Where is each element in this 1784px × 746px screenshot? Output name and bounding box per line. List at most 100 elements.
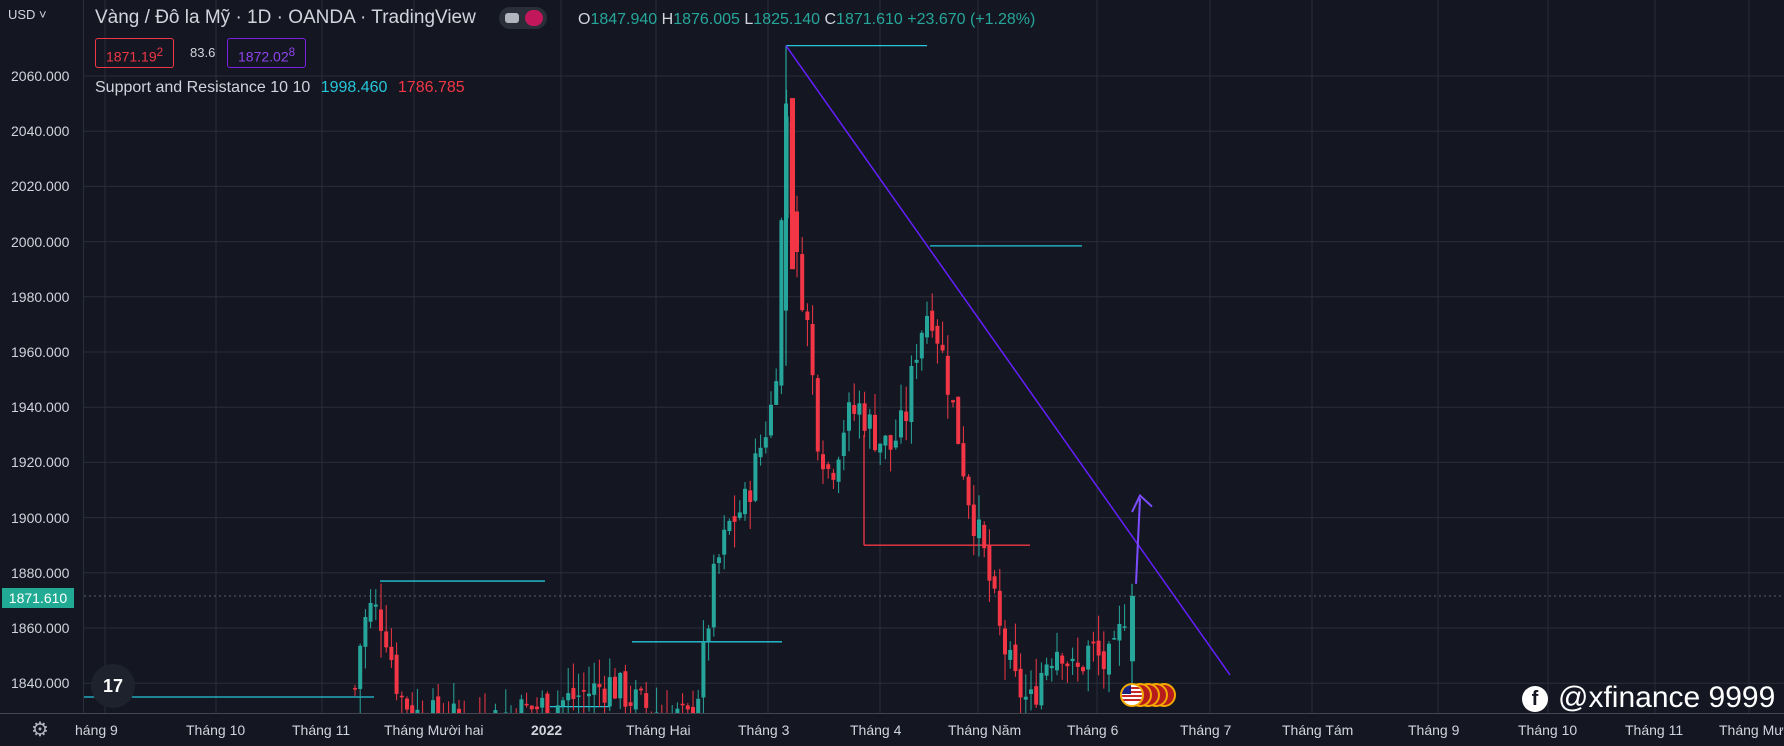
candle-body: [847, 402, 851, 431]
open-value: 1847.940: [590, 11, 657, 28]
time-axis-label: Tháng 4: [850, 722, 901, 738]
candle-body: [733, 516, 737, 522]
candle-body: [545, 694, 549, 713]
candle-body: [925, 316, 929, 337]
candle-body: [644, 693, 648, 708]
indicator-legend[interactable]: Support and Resistance 10 10 1998.460 17…: [95, 79, 465, 97]
candle-body: [738, 512, 742, 517]
tradingview-logo[interactable]: 17: [91, 664, 135, 708]
chart-area[interactable]: [84, 0, 1784, 713]
time-axis-label: Tháng 11: [1625, 722, 1683, 738]
settings-gear-icon[interactable]: ⚙: [28, 718, 52, 742]
low-key: L: [744, 11, 753, 28]
candle-body: [389, 647, 393, 660]
candle-body: [883, 436, 887, 446]
sell-button[interactable]: 1871.192: [95, 38, 174, 68]
time-axis-label: Tháng 11: [292, 722, 350, 738]
candle-body: [795, 212, 799, 252]
candle-body: [1076, 663, 1080, 667]
candle-body: [452, 704, 456, 713]
candle-body: [1065, 664, 1069, 667]
sell-price: 1871.19: [106, 49, 157, 65]
price-axis-label: 1840.000: [11, 675, 69, 691]
indicator-value-1: 1998.460: [321, 79, 388, 96]
candle-body: [727, 521, 731, 531]
candle-body: [566, 693, 570, 700]
candle-body: [717, 557, 721, 563]
candle-body: [1019, 669, 1023, 698]
watermark-text: @xfinance 9999: [1558, 681, 1775, 714]
candle-body: [681, 704, 685, 706]
candle-body: [863, 403, 867, 431]
candle-body: [753, 453, 757, 500]
buy-button[interactable]: 1872.028: [227, 38, 306, 68]
candle-body: [987, 545, 991, 580]
candle-body: [1117, 624, 1121, 640]
candle-body: [556, 705, 560, 713]
candle-body: [1034, 686, 1038, 704]
us-flag-icon: [1120, 683, 1144, 707]
candle-body: [837, 460, 841, 482]
candle-body: [878, 444, 882, 453]
candle-body: [759, 448, 763, 457]
close-key: C: [824, 11, 836, 28]
candle-body: [353, 688, 357, 690]
change-value: +23.670 (+1.28%): [907, 11, 1035, 28]
candle-body: [873, 415, 877, 450]
candle-body: [826, 464, 830, 469]
candle-body: [868, 414, 872, 428]
high-value: 1876.005: [673, 11, 740, 28]
ohlc-values: O1847.940 H1876.005 L1825.140 C1871.610 …: [578, 11, 1035, 29]
trend-line: [786, 46, 1230, 675]
candle-body: [821, 454, 825, 469]
candle-body: [431, 700, 435, 713]
candle-body: [946, 356, 950, 395]
candle-body: [1055, 652, 1059, 670]
price-axis-label: 1920.000: [11, 454, 69, 470]
time-axis-label: Tháng 10: [1518, 722, 1577, 738]
candle-body: [696, 699, 700, 713]
legend-toggle[interactable]: [499, 7, 547, 29]
time-axis-label: Tháng Mười hai: [384, 722, 483, 738]
candle-body: [535, 707, 539, 710]
candle-body: [1097, 641, 1101, 656]
candle-body: [1060, 656, 1064, 664]
candle-body: [629, 702, 633, 706]
candle-body: [889, 435, 893, 450]
candle-body: [379, 609, 383, 630]
candle-body: [774, 381, 778, 405]
candle-body: [951, 400, 955, 402]
candle-body: [909, 366, 913, 422]
candle-body: [1003, 629, 1007, 655]
currency-select[interactable]: USD ˅: [8, 7, 47, 22]
candle-body: [519, 699, 523, 713]
candle-body: [1039, 673, 1043, 705]
sell-price-sup: 2: [157, 46, 163, 59]
candle-body: [743, 489, 747, 514]
candle-body: [930, 311, 934, 331]
economic-events-icon[interactable]: [1120, 683, 1176, 709]
candle-body: [779, 220, 783, 385]
time-axis-label: Tháng Mư: [1719, 722, 1784, 738]
candle-body: [587, 694, 591, 697]
time-axis-label: Tháng Hai: [626, 722, 691, 738]
time-axis-label: Tháng Tám: [1282, 722, 1353, 738]
candle-body: [982, 525, 986, 548]
candle-body: [1024, 697, 1028, 700]
price-axis-label: 2020.000: [11, 178, 69, 194]
trend-arrow: [1136, 498, 1140, 584]
high-key: H: [662, 11, 674, 28]
chart-canvas[interactable]: [84, 0, 1784, 713]
candle-body: [1045, 664, 1049, 675]
candle-body: [961, 443, 965, 476]
candle-body: [1008, 650, 1012, 660]
candle-body: [592, 683, 596, 694]
candle-body: [410, 705, 414, 713]
price-axis-label: 2000.000: [11, 234, 69, 250]
candle-body: [1130, 596, 1135, 661]
candle-body: [956, 397, 960, 444]
price-axis-label: 1900.000: [11, 510, 69, 526]
candle-body: [935, 326, 939, 344]
